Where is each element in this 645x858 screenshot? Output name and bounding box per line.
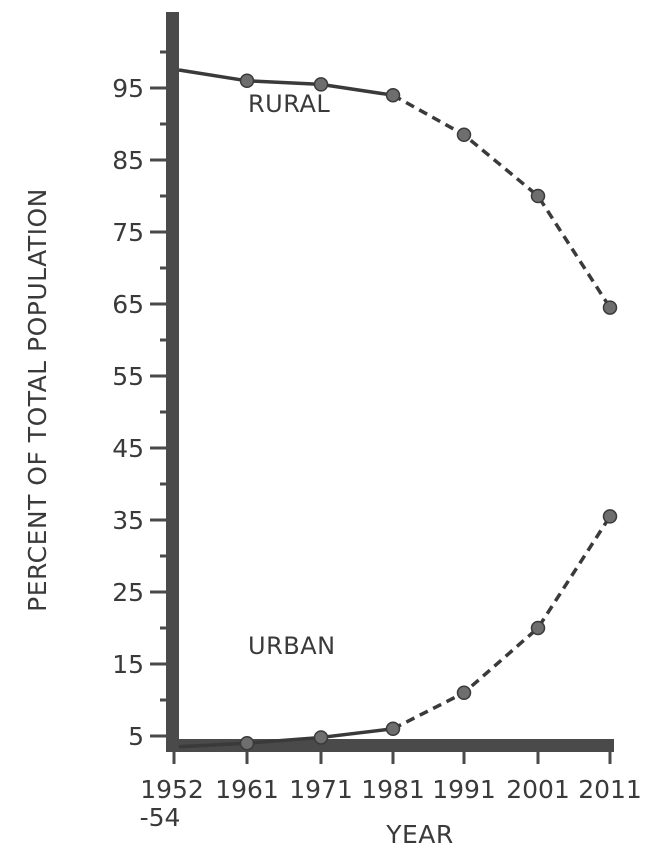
y-ticks: 5 15 25 35 45 55 65 75 85 95 <box>112 50 169 751</box>
x-tick-label: 1981 <box>361 775 425 804</box>
y-tick-label: 75 <box>112 218 144 247</box>
x-tick-label: 1961 <box>215 775 279 804</box>
x-tick-label: 2001 <box>506 775 570 804</box>
x-ticks: 1952-54 1961 1971 1981 1991 2001 2011 <box>140 752 642 832</box>
x-tick-label: 2011 <box>578 775 642 804</box>
y-tick-label: 65 <box>112 290 144 319</box>
x-tick-label: 1971 <box>289 775 353 804</box>
data-point-urban <box>530 620 546 636</box>
series-line-urban-solid <box>178 727 394 749</box>
y-tick-label: 45 <box>112 434 144 463</box>
x-tick-label: 1952 <box>140 775 204 804</box>
y-tick-label: 5 <box>128 722 144 751</box>
axes <box>166 12 614 752</box>
y-axis-line <box>166 12 179 752</box>
x-axis-title: YEAR <box>385 820 454 849</box>
data-point-urban <box>239 735 255 751</box>
series <box>178 68 618 751</box>
data-point-urban <box>385 721 401 737</box>
data-point-rural <box>313 77 329 92</box>
series-line-rural-solid <box>178 68 394 97</box>
data-point-rural <box>602 300 618 315</box>
data-point-rural <box>239 73 255 89</box>
data-point-rural <box>456 127 472 143</box>
y-tick-label: 35 <box>112 506 144 535</box>
series-label-rural: RURAL <box>248 90 330 118</box>
data-point-rural <box>530 188 546 204</box>
y-tick-label: 55 <box>112 362 144 391</box>
y-axis-title: PERCENT OF TOTAL POPULATION <box>23 188 52 612</box>
y-tick-label: 85 <box>112 146 144 175</box>
y-tick-label: 15 <box>112 650 144 679</box>
data-point-urban <box>602 509 618 524</box>
series-line-rural-dashed <box>392 93 612 309</box>
y-tick-label: 25 <box>112 578 144 607</box>
data-point-rural <box>385 87 401 103</box>
series-label-urban: URBAN <box>248 632 336 660</box>
data-point-urban <box>313 730 329 745</box>
data-point-urban <box>456 685 472 701</box>
x-tick-label-continued: -54 <box>140 803 181 832</box>
y-tick-label: 95 <box>112 74 144 103</box>
series-line-urban-dashed <box>392 515 612 731</box>
x-tick-label: 1991 <box>432 775 496 804</box>
